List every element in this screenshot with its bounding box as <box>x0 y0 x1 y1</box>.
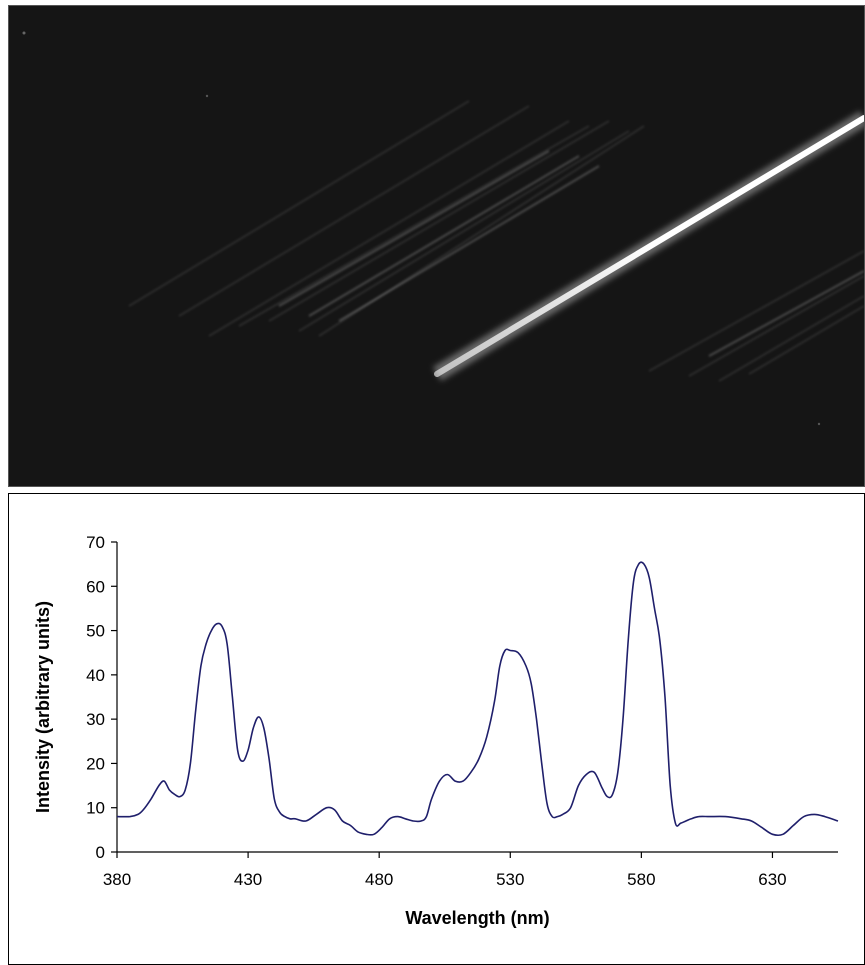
speck <box>817 422 821 426</box>
x-tick-label: 530 <box>496 870 524 889</box>
chart-tick-labels: 0 10 20 30 40 50 60 70 380 430 480 530 580 630 <box>86 533 787 889</box>
y-tick-label: 20 <box>86 754 105 773</box>
chart-ticks <box>111 541 774 858</box>
x-tick-label: 430 <box>234 870 262 889</box>
y-tick-label: 30 <box>86 710 105 729</box>
medium-streaks <box>278 150 865 357</box>
series-line <box>116 561 839 837</box>
chart-frame: 0 10 20 30 40 50 60 70 380 430 480 530 580 630 Wavele… <box>8 493 865 965</box>
x-tick-label: 480 <box>365 870 393 889</box>
chart-axes <box>116 542 838 853</box>
x-axis-title: Wavelength (nm) <box>405 908 549 928</box>
y-axis-title: Intensity (arbitrary units) <box>33 601 53 813</box>
spectrum-chart: 0 10 20 30 40 50 60 70 380 430 480 530 580 630 Wavele… <box>33 533 839 928</box>
bright-streak <box>434 115 865 377</box>
y-tick-label: 40 <box>86 666 105 685</box>
y-tick-label: 50 <box>86 622 105 641</box>
y-tick-label: 0 <box>96 843 105 862</box>
x-tick-label: 630 <box>758 870 786 889</box>
speck <box>22 31 26 35</box>
spectrum-photo <box>8 5 865 487</box>
spectrum-streak-image <box>9 6 865 486</box>
y-tick-label: 10 <box>86 799 105 818</box>
y-tick-label: 70 <box>86 533 105 552</box>
speck <box>205 94 209 98</box>
y-tick-label: 60 <box>86 577 105 596</box>
x-tick-label: 380 <box>103 870 131 889</box>
x-tick-label: 580 <box>627 870 655 889</box>
